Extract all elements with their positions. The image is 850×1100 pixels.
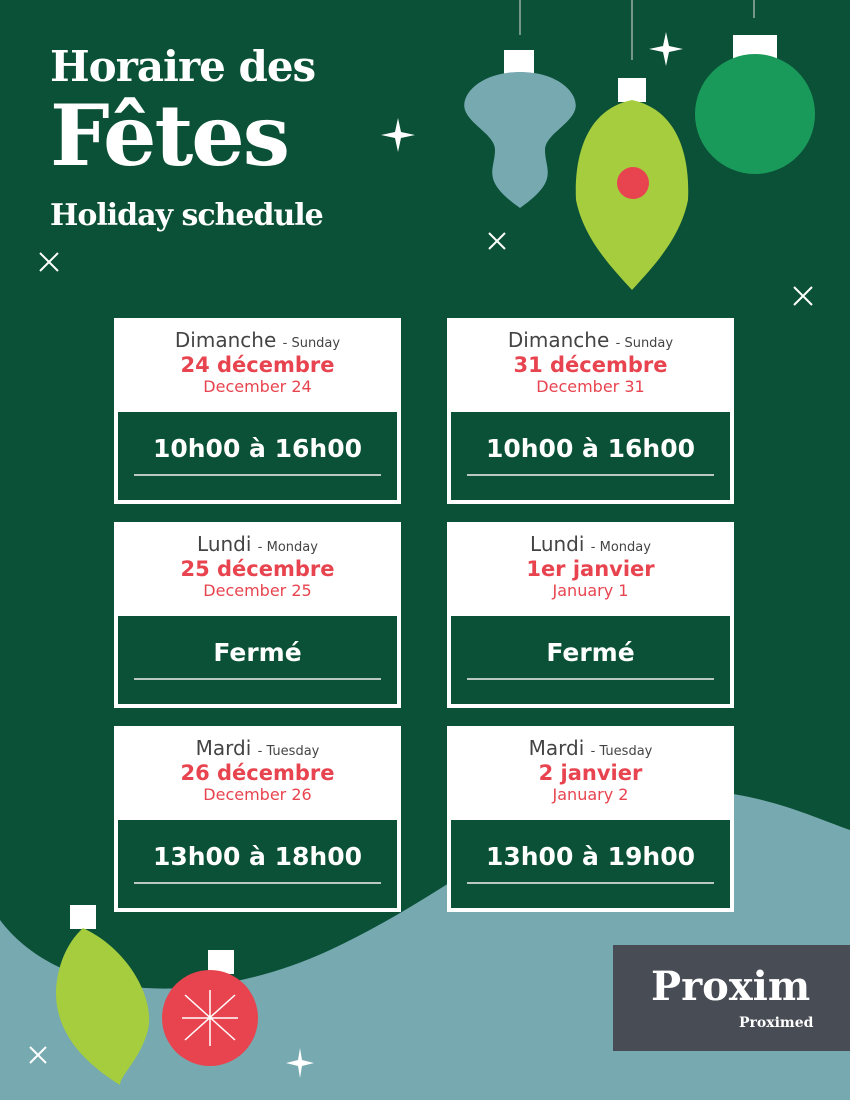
day-label: Dimanche - Sunday: [116, 328, 399, 352]
card-date: Dimanche - Sunday 24 décembre December 2…: [116, 320, 399, 408]
card-date: Mardi - Tuesday 2 janvier January 2: [449, 728, 732, 816]
sparkle-icons: [29, 32, 813, 1078]
card-date: Dimanche - Sunday 31 décembre December 3…: [449, 320, 732, 408]
day-fr: Mardi: [195, 736, 252, 760]
card-hours: Fermé: [116, 614, 399, 706]
hours-text: 10h00 à 16h00: [485, 434, 696, 463]
day-fr: Mardi: [528, 736, 585, 760]
divider: [467, 474, 714, 476]
date-en: December 31: [536, 377, 645, 396]
card-date: Mardi - Tuesday 26 décembre December 26: [116, 728, 399, 816]
day-label: Dimanche - Sunday: [449, 328, 732, 352]
day-fr: Dimanche: [507, 328, 610, 352]
ornament-bottom-red-icon: [162, 950, 258, 1066]
ornament-bottom-lime-icon: [55, 905, 150, 1085]
date-fr: 2 janvier: [538, 761, 643, 785]
schedule-card: Dimanche - Sunday 24 décembre December 2…: [114, 318, 401, 504]
hours-text: Fermé: [213, 638, 302, 667]
day-fr: Dimanche: [174, 328, 277, 352]
date-fr: 1er janvier: [526, 557, 655, 581]
schedule-card: Lundi - Monday 25 décembre December 25 F…: [114, 522, 401, 708]
proxim-logo: Proxim Proximed: [613, 945, 850, 1051]
day-fr: Lundi: [530, 532, 585, 556]
day-en: - Sunday: [615, 336, 674, 351]
logo-sub: Proximed: [739, 1015, 814, 1031]
hours-text: 10h00 à 16h00: [152, 434, 363, 463]
title-line3: Holiday schedule: [50, 198, 324, 233]
day-en: - Tuesday: [590, 744, 653, 759]
hours-text: 13h00 à 18h00: [152, 842, 363, 871]
date-en: December 24: [203, 377, 312, 396]
title-line1: Horaire des: [50, 42, 316, 91]
card-hours: 10h00 à 16h00: [449, 410, 732, 502]
date-fr: 25 décembre: [180, 557, 335, 581]
date-en: January 2: [552, 785, 629, 804]
logo-main: Proxim: [651, 963, 811, 1010]
day-en: - Sunday: [282, 336, 341, 351]
card-hours: 10h00 à 16h00: [116, 410, 399, 502]
day-en: - Tuesday: [257, 744, 320, 759]
card-hours: Fermé: [449, 614, 732, 706]
card-hours: 13h00 à 18h00: [116, 818, 399, 910]
divider: [467, 882, 714, 884]
ornament-green-icon: [695, 0, 815, 174]
date-fr: 31 décembre: [513, 353, 668, 377]
day-fr: Lundi: [197, 532, 252, 556]
divider: [134, 678, 381, 680]
hours-text: 13h00 à 19h00: [485, 842, 696, 871]
schedule-card: Mardi - Tuesday 2 janvier January 2 13h0…: [447, 726, 734, 912]
card-hours: 13h00 à 19h00: [449, 818, 732, 910]
card-date: Lundi - Monday 1er janvier January 1: [449, 524, 732, 612]
card-date: Lundi - Monday 25 décembre December 25: [116, 524, 399, 612]
hours-text: Fermé: [546, 638, 635, 667]
schedule-card: Mardi - Tuesday 26 décembre December 26 …: [114, 726, 401, 912]
date-en: January 1: [552, 581, 629, 600]
day-label: Lundi - Monday: [449, 532, 732, 556]
schedule-card: Lundi - Monday 1er janvier January 1 Fer…: [447, 522, 734, 708]
divider: [134, 882, 381, 884]
title-line2: Fêtes: [50, 86, 290, 185]
date-fr: 24 décembre: [180, 353, 335, 377]
date-fr: 26 décembre: [180, 761, 335, 785]
day-label: Lundi - Monday: [116, 532, 399, 556]
day-en: - Monday: [590, 540, 651, 555]
date-en: December 25: [203, 581, 312, 600]
ornament-teal-icon: [464, 0, 576, 208]
divider: [134, 474, 381, 476]
divider: [467, 678, 714, 680]
date-en: December 26: [203, 785, 312, 804]
day-en: - Monday: [257, 540, 318, 555]
ornament-lime-icon: [575, 0, 689, 290]
day-label: Mardi - Tuesday: [116, 736, 399, 760]
schedule-card: Dimanche - Sunday 31 décembre December 3…: [447, 318, 734, 504]
day-label: Mardi - Tuesday: [449, 736, 732, 760]
